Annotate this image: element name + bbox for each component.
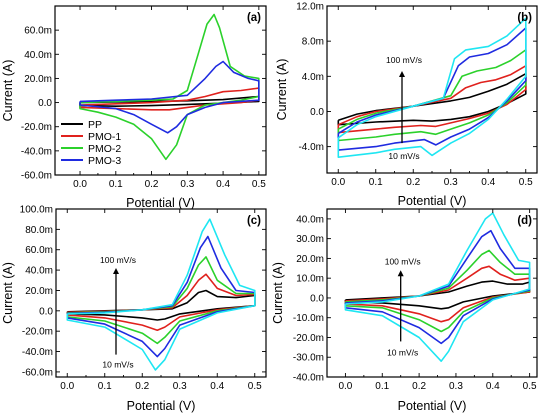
panel-d-x-tick-label: 0.1 xyxy=(375,381,389,392)
panel-b-y-tick-label: -4.0m xyxy=(298,142,324,153)
panel-c-y-axis-label: Current (A) xyxy=(1,262,15,324)
panel-b-annotation-top: 100 mV/s xyxy=(386,55,422,65)
panel-a: 0.0 0.1 0.2 0.3 0.4 0.5 -60.0m -40.0m -20.0m 0.0 2… xyxy=(1,5,267,210)
panel-b-x-tick-label: 0.3 xyxy=(444,177,458,188)
panel-d-x-tick-label: 0.2 xyxy=(412,381,426,392)
panel-d-x-axis-label: Potential (V) xyxy=(398,399,467,413)
panel-d-annotation-top: 100 mV/s xyxy=(385,256,421,266)
panel-c-y-tick-label: 100.0m xyxy=(20,205,53,216)
panel-a-plot-frame xyxy=(54,5,267,176)
panel-a-y-tick-label: 20.0m xyxy=(24,74,52,85)
panel-b-x-tick-label: 0.1 xyxy=(369,177,383,188)
panel-a-y-tick-label: 0.0 xyxy=(38,98,52,109)
panel-a-curve-pp xyxy=(79,95,260,107)
panel-c-x-tick-label: 0.1 xyxy=(98,381,112,392)
panel-c-x-tick-label: 0.2 xyxy=(135,381,149,392)
panel-d-label: (d) xyxy=(517,215,532,227)
panel-b-curve-scan-4 xyxy=(337,27,527,151)
panel-a-x-tick-label: 0.5 xyxy=(252,179,266,190)
panel-b-x-tick-label: 0.4 xyxy=(481,177,495,188)
panel-a-y-tick-label: -20.0m xyxy=(21,122,52,133)
panel-d: 0.0 0.1 0.2 0.3 0.4 0.5 -40.0m -30.0m -20.0m -10.… xyxy=(271,208,538,413)
panel-d-curve-scan-4 xyxy=(344,229,531,345)
panel-d-y-tick-label: 10.0m xyxy=(296,274,324,285)
panel-b-x-tick-label: 0.0 xyxy=(331,177,345,188)
panel-b-y-tick-label: 8.0m xyxy=(302,37,324,48)
panel-d-y-tick-label: 30.0m xyxy=(296,234,324,245)
panel-a-label: (a) xyxy=(247,12,261,24)
panel-b-x-tick-label: 0.5 xyxy=(519,177,533,188)
legend-entry-pmo-3: PMO-3 xyxy=(88,155,121,167)
panel-b-curve-scan-5 xyxy=(337,17,527,158)
panel-d-arrow-head-icon xyxy=(397,270,404,277)
panel-d-x-tick-label: 0.3 xyxy=(449,381,463,392)
panel-b-x-axis-label: Potential (V) xyxy=(398,194,467,208)
panel-b-y-tick-label: 0.0 xyxy=(310,107,324,118)
panel-b: 0.0 0.1 0.2 0.3 0.4 0.5 -4.0m 0.0 4.0m 8.0m 12.0m P… xyxy=(275,2,538,208)
panel-d-x-tick-label: 0.5 xyxy=(523,381,537,392)
panel-c-annotation-bottom: 10 mV/s xyxy=(102,360,133,370)
panel-d-x-tick-label: 0.0 xyxy=(338,381,352,392)
panel-c-y-tick-label: 60.0m xyxy=(25,245,53,256)
panel-c-x-tick-label: 0.3 xyxy=(173,381,187,392)
panel-a-x-tick-label: 0.0 xyxy=(73,179,87,190)
panel-c-x-tick-label: 0.0 xyxy=(60,381,74,392)
panel-a-x-tick-label: 0.4 xyxy=(216,179,230,190)
legend-entry-pp: PP xyxy=(88,119,102,131)
panel-c-y-tick-label: 40.0m xyxy=(25,266,53,277)
panel-d-y-tick-label: -10.0m xyxy=(293,313,324,324)
panel-b-annotation-bottom: 10 mV/s xyxy=(388,151,419,161)
panel-c-y-tick-label: -40.0m xyxy=(22,347,53,358)
panel-b-y-tick-label: 4.0m xyxy=(302,72,324,83)
panel-c-arrow-head-icon xyxy=(113,268,119,275)
panel-a-x-tick-label: 0.2 xyxy=(145,179,159,190)
panel-a-x-tick-label: 0.1 xyxy=(109,179,123,190)
panel-c-x-axis-label: Potential (V) xyxy=(127,399,196,413)
panel-c-curve-scan-5 xyxy=(66,218,256,371)
panel-d-annotation-bottom: 10 mV/s xyxy=(387,347,418,357)
panel-a-x-tick-label: 0.3 xyxy=(180,179,194,190)
panel-c-y-tick-label: 0.0 xyxy=(39,306,53,317)
panel-d-y-tick-label: -30.0m xyxy=(293,353,324,364)
panel-c: 0.0 0.1 0.2 0.3 0.4 0.5 -60.0m -40.0m -20.0m 0.0 2… xyxy=(1,205,267,413)
panel-a-curve-pmo-3 xyxy=(79,60,260,134)
panel-d-y-tick-label: 20.0m xyxy=(296,254,324,265)
panel-d-plot-frame xyxy=(326,208,538,378)
panel-d-y-axis-label: Current (A) xyxy=(271,262,285,324)
panel-c-curve-scan-3 xyxy=(66,256,256,345)
panel-d-y-tick-label: -20.0m xyxy=(293,333,324,344)
panel-c-x-tick-label: 0.4 xyxy=(210,381,224,392)
panel-c-annotation-top: 100 mV/s xyxy=(100,255,136,265)
panel-a-y-tick-label: 40.0m xyxy=(24,50,52,61)
legend-entry-pmo-2: PMO-2 xyxy=(88,143,121,155)
panel-a-y-tick-label: 60.0m xyxy=(24,26,52,37)
panel-d-x-tick-label: 0.4 xyxy=(486,381,500,392)
legend-entry-pmo-1: PMO-1 xyxy=(88,131,121,143)
panel-c-curve-scan-1 xyxy=(66,289,256,321)
panel-d-y-tick-label: 0.0 xyxy=(310,293,324,304)
panel-a-y-tick-label: -40.0m xyxy=(21,146,52,157)
panel-c-y-tick-label: 80.0m xyxy=(25,225,53,236)
panel-d-curve-scan-5 xyxy=(344,212,531,362)
panel-b-x-tick-label: 0.2 xyxy=(406,177,420,188)
panel-c-label: (c) xyxy=(247,215,261,227)
panel-c-y-tick-label: -20.0m xyxy=(22,327,53,338)
panel-c-y-tick-label: -60.0m xyxy=(22,367,53,378)
panel-c-x-tick-label: 0.5 xyxy=(248,381,262,392)
panel-c-y-tick-label: 20.0m xyxy=(25,286,53,297)
panel-d-curve-scan-3 xyxy=(344,249,531,333)
panel-a-y-tick-label: -60.0m xyxy=(21,171,52,182)
panel-b-arrow-head-icon xyxy=(399,71,405,78)
panel-d-y-tick-label: -40.0m xyxy=(293,373,324,384)
panel-d-y-tick-label: 40.0m xyxy=(296,214,324,225)
panel-b-y-tick-label: 12.0m xyxy=(296,2,324,13)
panel-b-label: (b) xyxy=(517,12,532,24)
panel-a-x-axis-label: Potential (V) xyxy=(126,196,195,210)
panel-b-y-axis-label: Current (A) xyxy=(275,59,289,121)
panel-a-y-axis-label: Current (A) xyxy=(1,60,15,122)
